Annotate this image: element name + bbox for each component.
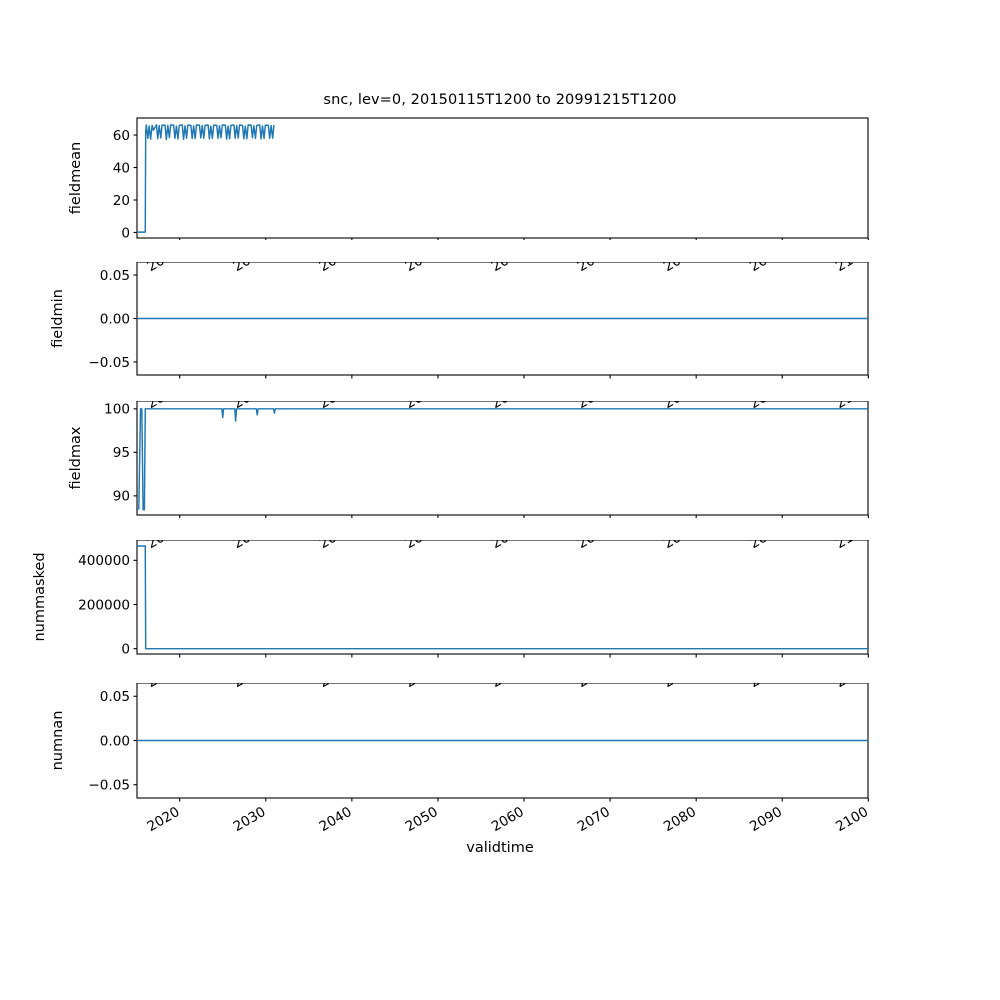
y-tick-label: −0.05: [88, 355, 130, 371]
y-tick-label: 100: [104, 402, 130, 418]
y-tick-label: 60: [113, 128, 130, 144]
y-tick-label: 90: [113, 489, 130, 505]
panel-numnan: −0.05 0.00 0.05 2020 2030 2040 2050 2060 2070 208…: [50, 682, 871, 835]
x-tick-label: 2060: [489, 804, 527, 835]
data-line-fieldmean: [137, 124, 275, 233]
x-tick-label: 2030: [231, 804, 269, 835]
y-tick-label: 0.05: [100, 268, 130, 284]
x-tick-label: 2050: [403, 804, 441, 835]
data-line-nummasked: [137, 545, 868, 650]
tick-label-occluder: [0, 240, 1000, 262]
y-tick-label: 400000: [78, 553, 130, 569]
y-tick-label: 20: [113, 193, 130, 209]
axes-frame: [136, 539, 869, 655]
tick-label-occluder: [0, 518, 1000, 540]
y-tick-label: 0: [121, 225, 130, 241]
tick-label-occluder: [0, 661, 1000, 683]
y-axis-label-fieldmax: fieldmax: [68, 426, 84, 489]
x-tick-label: 2090: [747, 804, 785, 835]
y-tick-label: 40: [113, 160, 130, 176]
y-tick-label: 0.00: [100, 733, 130, 749]
x-tick-label: 2070: [575, 804, 613, 835]
y-tick-label: −0.05: [88, 778, 130, 794]
y-tick-label: 0.00: [100, 311, 130, 327]
y-axis-label-fieldmean: fieldmean: [68, 142, 84, 214]
x-tick-label: 2020: [145, 804, 183, 835]
y-axis-label-fieldmin: fieldmin: [50, 289, 66, 348]
axes-frame: [136, 117, 869, 239]
axes-frame: [136, 400, 869, 516]
y-axis-label-nummasked: nummasked: [32, 552, 48, 641]
y-tick-label: 0: [121, 641, 130, 657]
x-axis-label: validtime: [466, 840, 534, 856]
x-tick-label: 2040: [317, 804, 355, 835]
tick-label-occluder: [0, 379, 1000, 401]
figure-title: snc, lev=0, 20150115T1200 to 20991215T12…: [323, 92, 677, 108]
y-tick-label: 200000: [78, 597, 130, 613]
y-tick-label: 0.05: [100, 689, 130, 705]
x-tick-label: 2100: [833, 804, 871, 835]
data-line-fieldmax: [137, 408, 868, 511]
y-tick-label: 95: [113, 445, 130, 461]
x-tick-label: 2080: [661, 804, 699, 835]
y-axis-label-numnan: numnan: [50, 711, 66, 771]
